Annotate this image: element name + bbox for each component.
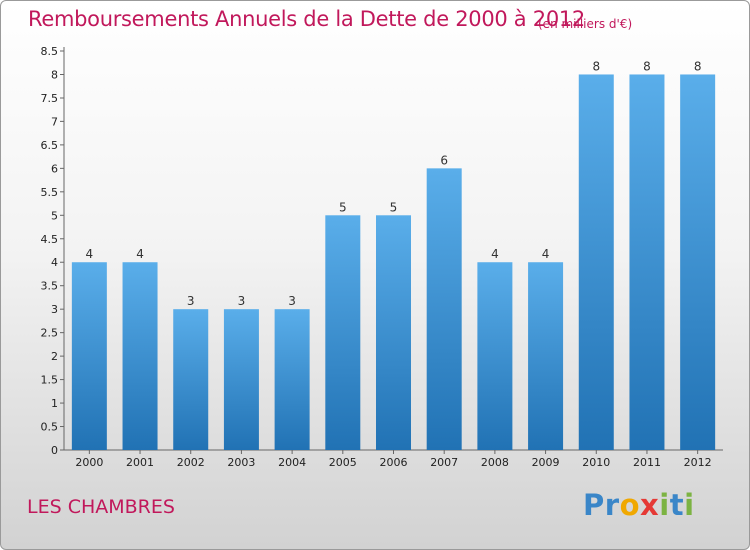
y-tick-label: 0.5 xyxy=(41,421,59,434)
proxiti-logo: Proxiti xyxy=(583,488,695,522)
bar-value-label: 8 xyxy=(643,59,651,73)
logo-letter: r xyxy=(604,488,620,522)
bar xyxy=(223,309,259,450)
x-tick-label: 2008 xyxy=(481,456,509,469)
y-tick-label: 6.5 xyxy=(41,139,59,152)
x-tick-label: 2001 xyxy=(126,456,154,469)
y-tick-label: 0 xyxy=(51,444,58,457)
unit-label: (en milliers d'€) xyxy=(538,17,633,31)
bar-value-label: 8 xyxy=(694,59,702,73)
bar-value-label: 3 xyxy=(187,294,195,308)
bar-value-label: 5 xyxy=(390,200,398,214)
bar xyxy=(71,262,107,450)
bar xyxy=(426,168,462,450)
bar xyxy=(173,309,209,450)
x-tick-label: 2002 xyxy=(177,456,205,469)
bar xyxy=(477,262,513,450)
bar-value-label: 8 xyxy=(592,59,600,73)
bar xyxy=(325,215,361,450)
x-tick-label: 2003 xyxy=(227,456,255,469)
y-tick-label: 8.5 xyxy=(41,45,59,58)
bar xyxy=(376,215,411,450)
bar-value-label: 5 xyxy=(339,200,347,214)
y-axis: 0 0.5 1 1.5 2 2.5 3 3.5 4 4.5 5 5.5 6 6.5 7 7.5 8 8.5 xyxy=(41,45,65,457)
x-tick-label: 2010 xyxy=(582,456,610,469)
y-tick-label: 6 xyxy=(51,162,58,175)
bar-value-label: 4 xyxy=(542,247,550,261)
x-tick-label: 2009 xyxy=(532,456,560,469)
bar-value-label: 6 xyxy=(440,153,448,167)
logo-letter: x xyxy=(640,488,660,522)
y-tick-label: 1.5 xyxy=(41,374,59,387)
bar-value-label: 3 xyxy=(238,294,246,308)
x-tick-label: 2004 xyxy=(278,456,306,469)
x-tick-label: 2000 xyxy=(75,456,103,469)
x-tick-label: 2005 xyxy=(329,456,357,469)
y-tick-label: 4 xyxy=(51,256,58,269)
x-tick-label: 2011 xyxy=(633,456,661,469)
bar xyxy=(680,74,716,451)
y-tick-label: 3 xyxy=(51,303,58,316)
bar xyxy=(578,74,614,451)
y-tick-label: 7 xyxy=(51,115,58,128)
bar-value-label: 4 xyxy=(491,247,499,261)
y-tick-label: 4.5 xyxy=(41,233,59,246)
x-tick-label: 2006 xyxy=(380,456,408,469)
y-tick-label: 5.5 xyxy=(41,186,59,199)
logo-letter: o xyxy=(619,488,641,522)
logo-letter: t xyxy=(669,488,685,522)
bars: 4 4 3 3 3 5 5 6 4 4 8 8 8 xyxy=(71,59,716,451)
logo-letter: i xyxy=(659,488,670,522)
y-tick-label: 7.5 xyxy=(41,92,59,105)
bar xyxy=(274,309,310,450)
y-tick-label: 5 xyxy=(51,209,58,222)
bar xyxy=(122,262,158,450)
bar-value-label: 4 xyxy=(86,247,94,261)
bar-value-label: 3 xyxy=(288,294,296,308)
y-tick-label: 8 xyxy=(51,68,58,81)
bar xyxy=(629,74,665,451)
x-tick-label: 2007 xyxy=(430,456,458,469)
y-tick-label: 3.5 xyxy=(41,280,59,293)
y-tick-label: 2.5 xyxy=(41,327,59,340)
y-tick-label: 2 xyxy=(51,350,58,363)
x-tick-label: 2012 xyxy=(684,456,712,469)
y-tick-label: 1 xyxy=(51,397,58,410)
logo-letter: i xyxy=(684,488,695,522)
bar-value-label: 4 xyxy=(136,247,144,261)
commune-name: LES CHAMBRES xyxy=(27,496,175,518)
bar xyxy=(528,262,564,450)
logo-letter: P xyxy=(583,488,605,522)
chart-title: Remboursements Annuels de la Dette de 20… xyxy=(28,7,585,31)
x-axis: 2000 2001 2002 2003 2004 2005 2006 2007 2008 2009… xyxy=(64,449,723,469)
